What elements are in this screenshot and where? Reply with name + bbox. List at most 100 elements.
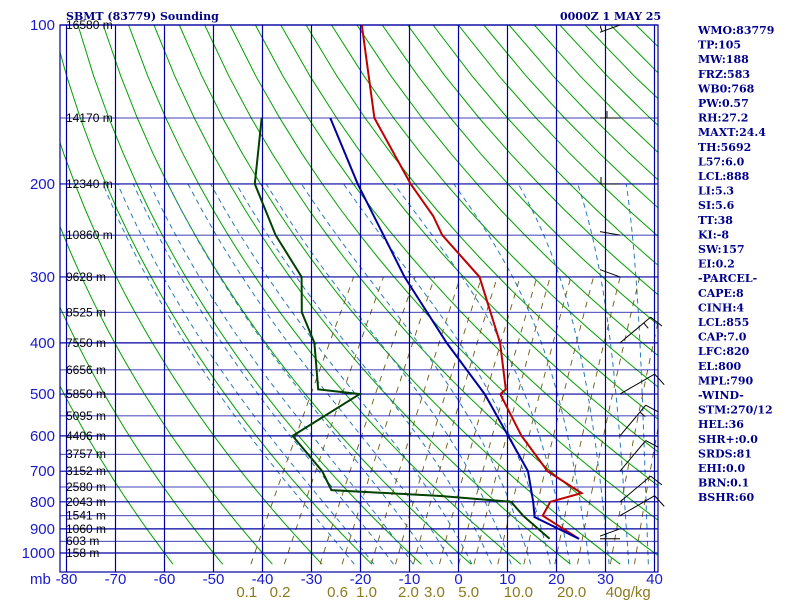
pressure-tick-label: 300 [30, 269, 55, 286]
dry-adiabat-line [229, 25, 658, 521]
height-label: 10860 m [66, 228, 113, 242]
mixing-ratio-line [523, 276, 594, 565]
station-title: SBMT (83779) Sounding [66, 10, 219, 23]
moist-adiabat-line [393, 183, 571, 565]
index-entry: -PARCEL- [698, 272, 757, 285]
mixing-ratio-label: 0.6 [327, 584, 348, 600]
pressure-temperature-grid [59, 24, 659, 573]
height-label: 6656 m [66, 363, 106, 377]
index-entry: SRDS:81 [698, 447, 752, 460]
index-entry: LCL:855 [698, 316, 749, 329]
index-entry: CAPE:8 [698, 287, 744, 300]
temperature-tick-label: -40 [252, 571, 274, 588]
height-label: 1060 m [66, 522, 106, 536]
index-entry: SW:157 [698, 243, 745, 256]
moist-adiabat-line [517, 183, 610, 565]
mixing-ratio-lines [250, 276, 658, 565]
moist-adiabat-line [117, 183, 375, 565]
index-entry: BRN:0.1 [698, 477, 749, 490]
height-label: 9628 m [66, 270, 106, 284]
dry-adiabat-line [60, 305, 224, 565]
mixing-ratio-line [250, 276, 355, 565]
moist-adiabat-line [132, 183, 394, 565]
index-entry: HEL:36 [698, 418, 744, 431]
temperature-tick-label: 0 [454, 571, 462, 588]
pressure-tick-label: 700 [30, 463, 55, 480]
wind-barb-feather [589, 170, 592, 184]
dry-adiabat-line [356, 25, 658, 357]
index-entry: EHI:0.0 [698, 462, 745, 475]
height-label: 3757 m [66, 447, 106, 461]
height-label: 5850 m [66, 387, 106, 401]
height-label: 2043 m [66, 495, 106, 509]
index-entry: KI:-8 [698, 228, 729, 241]
mixing-ratio-label: 5.0 [458, 584, 479, 600]
diagram-background-lines [60, 25, 658, 565]
wind-barb [582, 249, 621, 278]
dry-adiabat-line [559, 25, 658, 126]
wind-barb-feather [654, 373, 665, 386]
wind-barb-staff [619, 316, 651, 344]
wind-barb-feather [582, 249, 584, 263]
index-entry: RH:27.2 [698, 112, 748, 125]
pressure-tick-label: 600 [30, 428, 55, 445]
wind-barb-feather [586, 215, 587, 229]
wind-barb-feather [577, 170, 580, 184]
index-entry: TT:38 [698, 214, 733, 227]
moist-adiabat-line [235, 183, 492, 565]
dry-adiabat-line [305, 25, 658, 420]
wind-barb [600, 110, 620, 119]
temperature-tick-label: -60 [154, 571, 176, 588]
index-entry: EL:800 [698, 360, 741, 373]
height-label: 12340 m [66, 177, 113, 191]
dry-adiabat-line [381, 25, 658, 326]
temperature-profile-line [360, 25, 585, 540]
dewpoint-profile-line [253, 117, 551, 540]
sounding-profiles [253, 25, 585, 540]
dry-adiabat-line [584, 25, 658, 100]
wind-barb [600, 538, 620, 540]
height-label: 16580 m [66, 18, 113, 32]
pressure-unit-label: mb [30, 571, 51, 588]
mixing-ratio-line [609, 319, 658, 565]
parcel-profile-line [329, 117, 580, 540]
index-entry: L57:6.0 [698, 155, 745, 168]
mixing-ratio-line [370, 276, 461, 565]
wind-barb-staff [600, 231, 621, 236]
mixing-ratio-line [412, 276, 498, 565]
wind-barb [575, 25, 621, 39]
mixing-ratio-label: 2.0 [398, 584, 419, 600]
mixing-ratio-label: 1.0 [356, 584, 377, 600]
temperature-tick-label: 40 [646, 571, 663, 588]
mixing-ratio-label: 10.0 [504, 584, 533, 600]
wind-barb [600, 528, 621, 537]
mixing-ratio-labels: 0.1 0.2 0.6 1.0 2.0 3.0 5.0 10.0 20.0 40g/kg [236, 584, 650, 600]
index-entry: MAXT:24.4 [698, 126, 766, 139]
mixing-ratio-line [554, 276, 621, 565]
wind-barb-staff [600, 269, 621, 278]
height-label: 2580 m [66, 480, 106, 494]
index-entry: MPL:790 [698, 374, 754, 387]
temperature-tick-label: -50 [203, 571, 225, 588]
mixing-ratio-label: 40g/kg [606, 584, 651, 600]
wind-barb-feather [645, 404, 659, 413]
wind-barb-feather [575, 27, 583, 39]
wind-barb-staff [619, 440, 647, 472]
dry-adiabat-line [254, 25, 658, 487]
mixing-ratio-line [634, 425, 658, 565]
index-entry: PW:0.57 [698, 97, 749, 110]
pressure-tick-label: 1000 [22, 545, 55, 562]
height-label: 7550 m [66, 336, 106, 350]
index-entry: LFC:820 [698, 345, 750, 358]
mixing-ratio-line [341, 276, 436, 565]
temperature-tick-label: -30 [301, 571, 323, 588]
wind-barb-feather [583, 170, 586, 184]
mixing-ratio-line [473, 276, 551, 565]
index-entry: CINH:4 [698, 301, 744, 314]
mixing-ratio-label: 3.0 [424, 584, 445, 600]
dry-adiabat-line [534, 25, 658, 154]
index-entry: SHR+:0.0 [698, 433, 758, 446]
wind-barb-staff [619, 404, 647, 437]
index-entry: TP:105 [698, 39, 741, 52]
